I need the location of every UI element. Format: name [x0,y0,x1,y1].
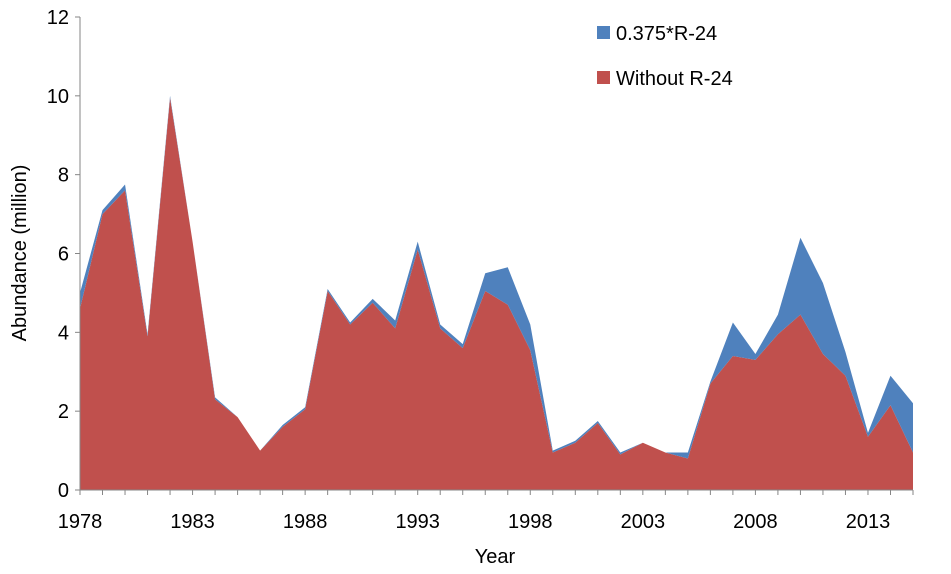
x-tick-label: 1988 [283,511,328,533]
y-tick-label: 10 [47,86,69,108]
legend-label: 0.375*R-24 [616,23,717,45]
area-series-without-r24 [80,97,913,491]
legend: 0.375*R-24 Without R-24 [597,23,733,90]
y-axis-label: Abundance (million) [9,165,31,342]
area-series-r24-scaled [80,95,913,459]
y-tick-label: 12 [47,7,69,29]
legend-label: Without R-24 [616,68,733,90]
x-tick-label: 1998 [508,511,553,533]
y-tick-label: 2 [58,401,69,423]
y-tick-label: 8 [58,165,69,187]
y-axis-ticks: 0 2 4 6 8 10 12 [47,7,80,502]
y-tick-label: 6 [58,244,69,266]
y-tick-label: 4 [58,322,69,344]
x-tick-label: 1978 [58,511,103,533]
legend-swatch [597,71,610,84]
x-axis-ticks: 1978 1983 1988 1993 1998 2003 2008 2013 [58,490,914,533]
x-tick-label: 2008 [733,511,778,533]
x-tick-label: 2003 [621,511,666,533]
x-axis-label: Year [475,546,516,568]
legend-swatch [597,26,610,39]
x-tick-label: 1983 [170,511,215,533]
x-tick-label: 2013 [846,511,891,533]
x-tick-label: 1993 [395,511,440,533]
area-series-group [80,95,913,491]
y-tick-label: 0 [58,480,69,502]
